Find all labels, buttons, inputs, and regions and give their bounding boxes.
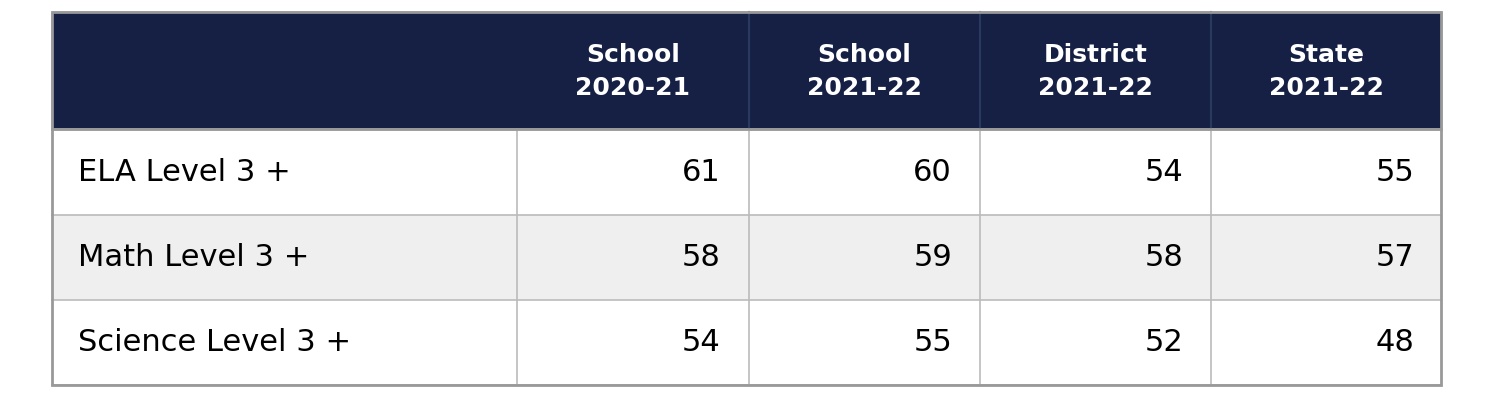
Text: 58: 58 <box>682 243 721 272</box>
Text: 60: 60 <box>914 158 953 187</box>
Text: 57: 57 <box>1375 243 1414 272</box>
Text: School: School <box>817 43 911 67</box>
Text: District: District <box>1044 43 1147 67</box>
Text: 48: 48 <box>1375 328 1414 357</box>
Bar <box>52 300 1441 385</box>
Text: 52: 52 <box>1145 328 1184 357</box>
Text: 54: 54 <box>682 328 721 357</box>
Text: State: State <box>1288 43 1365 67</box>
Text: 2021-22: 2021-22 <box>1038 76 1153 100</box>
Text: 59: 59 <box>914 243 953 272</box>
Bar <box>52 129 1441 215</box>
Text: 2021-22: 2021-22 <box>1269 76 1384 100</box>
Text: 55: 55 <box>1375 158 1414 187</box>
Text: Math Level 3 +: Math Level 3 + <box>78 243 309 272</box>
Bar <box>52 215 1441 300</box>
Text: 2020-21: 2020-21 <box>575 76 690 100</box>
Text: ELA Level 3 +: ELA Level 3 + <box>78 158 291 187</box>
Text: Science Level 3 +: Science Level 3 + <box>78 328 351 357</box>
Text: 54: 54 <box>1145 158 1184 187</box>
Text: 55: 55 <box>914 328 953 357</box>
Bar <box>52 12 1441 129</box>
Text: School: School <box>587 43 679 67</box>
Text: 58: 58 <box>1144 243 1184 272</box>
Text: 61: 61 <box>682 158 721 187</box>
Text: 2021-22: 2021-22 <box>806 76 921 100</box>
